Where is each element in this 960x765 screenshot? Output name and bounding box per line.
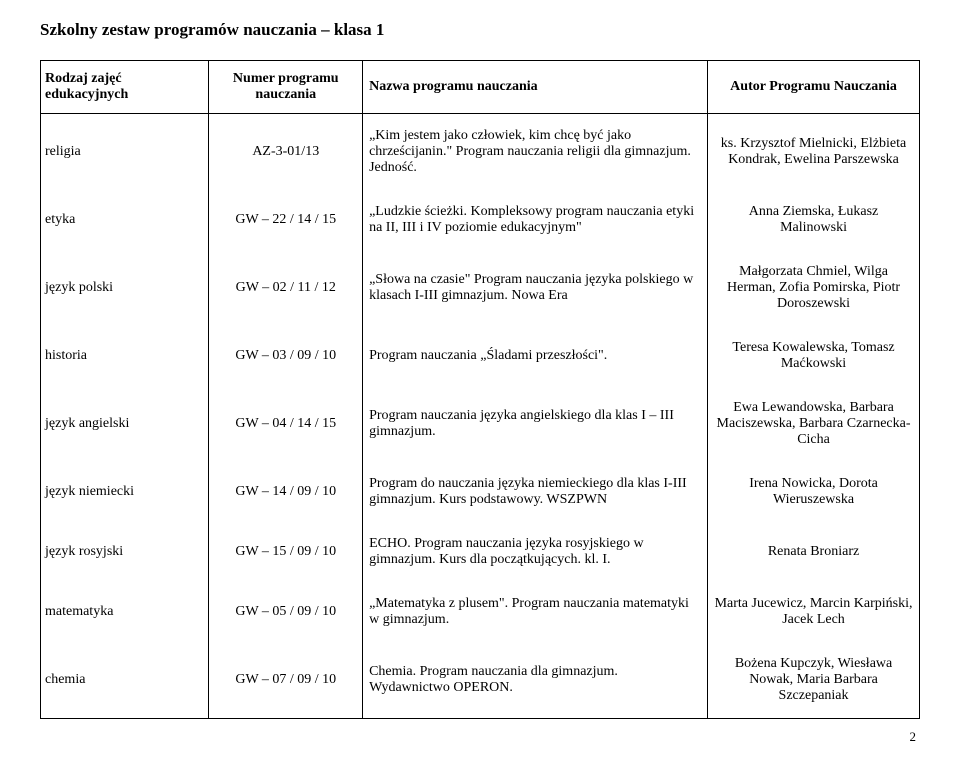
cell-num: GW – 02 / 11 / 12 <box>209 250 363 326</box>
cell-subject: język rosyjski <box>41 522 209 582</box>
cell-name: ECHO. Program nauczania języka rosyjskie… <box>363 522 708 582</box>
cell-author: Ewa Lewandowska, Barbara Maciszewska, Ba… <box>708 386 920 462</box>
cell-num: GW – 14 / 09 / 10 <box>209 462 363 522</box>
cell-author: Teresa Kowalewska, Tomasz Maćkowski <box>708 326 920 386</box>
table-row: religiaAZ-3-01/13„Kim jestem jako człowi… <box>41 114 920 191</box>
cell-subject: język polski <box>41 250 209 326</box>
cell-subject: historia <box>41 326 209 386</box>
cell-num: AZ-3-01/13 <box>209 114 363 191</box>
cell-author: ks. Krzysztof Mielnicki, Elżbieta Kondra… <box>708 114 920 191</box>
cell-num: GW – 07 / 09 / 10 <box>209 642 363 719</box>
page-title: Szkolny zestaw programów nauczania – kla… <box>40 20 920 40</box>
table-row: matematykaGW – 05 / 09 / 10„Matematyka z… <box>41 582 920 642</box>
table-row: język polskiGW – 02 / 11 / 12„Słowa na c… <box>41 250 920 326</box>
cell-name: „Kim jestem jako człowiek, kim chcę być … <box>363 114 708 191</box>
cell-subject: matematyka <box>41 582 209 642</box>
table-row: historiaGW – 03 / 09 / 10Program nauczan… <box>41 326 920 386</box>
cell-name: „Ludzkie ścieżki. Kompleksowy program na… <box>363 190 708 250</box>
header-author: Autor Programu Nauczania <box>708 61 920 114</box>
cell-num: GW – 22 / 14 / 15 <box>209 190 363 250</box>
cell-author: Anna Ziemska, Łukasz Malinowski <box>708 190 920 250</box>
cell-name: Program do nauczania języka niemieckiego… <box>363 462 708 522</box>
cell-author: Marta Jucewicz, Marcin Karpiński, Jacek … <box>708 582 920 642</box>
cell-subject: religia <box>41 114 209 191</box>
cell-subject: etyka <box>41 190 209 250</box>
cell-subject: język angielski <box>41 386 209 462</box>
header-num: Numer programu nauczania <box>209 61 363 114</box>
curriculum-table: Rodzaj zajęć edukacyjnych Numer programu… <box>40 60 920 719</box>
cell-num: GW – 05 / 09 / 10 <box>209 582 363 642</box>
cell-author: Małgorzata Chmiel, Wilga Herman, Zofia P… <box>708 250 920 326</box>
cell-name: Chemia. Program nauczania dla gimnazjum.… <box>363 642 708 719</box>
cell-author: Irena Nowicka, Dorota Wieruszewska <box>708 462 920 522</box>
cell-num: GW – 03 / 09 / 10 <box>209 326 363 386</box>
table-row: język angielskiGW – 04 / 14 / 15Program … <box>41 386 920 462</box>
table-row: język rosyjskiGW – 15 / 09 / 10ECHO. Pro… <box>41 522 920 582</box>
table-row: etykaGW – 22 / 14 / 15„Ludzkie ścieżki. … <box>41 190 920 250</box>
cell-num: GW – 04 / 14 / 15 <box>209 386 363 462</box>
cell-author: Bożena Kupczyk, Wiesława Nowak, Maria Ba… <box>708 642 920 719</box>
cell-subject: język niemiecki <box>41 462 209 522</box>
header-name: Nazwa programu nauczania <box>363 61 708 114</box>
cell-name: „Matematyka z plusem". Program nauczania… <box>363 582 708 642</box>
cell-name: Program nauczania „Śladami przeszłości". <box>363 326 708 386</box>
table-header-row: Rodzaj zajęć edukacyjnych Numer programu… <box>41 61 920 114</box>
cell-author: Renata Broniarz <box>708 522 920 582</box>
cell-num: GW – 15 / 09 / 10 <box>209 522 363 582</box>
table-row: język niemieckiGW – 14 / 09 / 10Program … <box>41 462 920 522</box>
table-row: chemiaGW – 07 / 09 / 10Chemia. Program n… <box>41 642 920 719</box>
page-number: 2 <box>40 729 920 745</box>
cell-subject: chemia <box>41 642 209 719</box>
cell-name: Program nauczania języka angielskiego dl… <box>363 386 708 462</box>
header-subject: Rodzaj zajęć edukacyjnych <box>41 61 209 114</box>
cell-name: „Słowa na czasie" Program nauczania języ… <box>363 250 708 326</box>
